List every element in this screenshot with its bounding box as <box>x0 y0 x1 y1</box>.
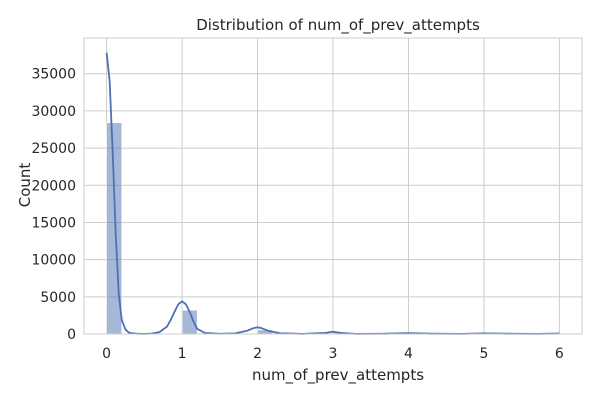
x-tick-labels: 0 1 2 3 4 5 6 <box>102 346 564 362</box>
plot-frame <box>83 37 583 335</box>
y-tick-label: 20000 <box>31 178 76 194</box>
y-axis-label: Count <box>16 163 34 208</box>
grid <box>84 38 582 335</box>
chart-title: Distribution of num_of_prev_attempts <box>196 16 480 35</box>
y-tick-label: 25000 <box>31 141 76 157</box>
x-tick-label: 3 <box>329 346 338 362</box>
y-tick-label: 10000 <box>31 253 76 269</box>
x-tick-label: 2 <box>253 346 262 362</box>
x-axis-label: num_of_prev_attempts <box>252 366 424 385</box>
y-tick-label: 30000 <box>31 104 76 120</box>
y-tick-label: 0 <box>67 327 76 343</box>
x-tick-label: 5 <box>479 346 488 362</box>
x-tick-label: 0 <box>102 346 111 362</box>
y-tick-labels: 0 5000 10000 15000 20000 25000 30000 35000 <box>31 67 76 343</box>
x-tick-label: 4 <box>404 346 413 362</box>
x-tick-label: 1 <box>178 346 187 362</box>
y-tick-label: 35000 <box>31 67 76 83</box>
y-tick-label: 15000 <box>31 215 76 231</box>
y-tick-label: 5000 <box>40 290 76 306</box>
x-tick-label: 6 <box>555 346 564 362</box>
